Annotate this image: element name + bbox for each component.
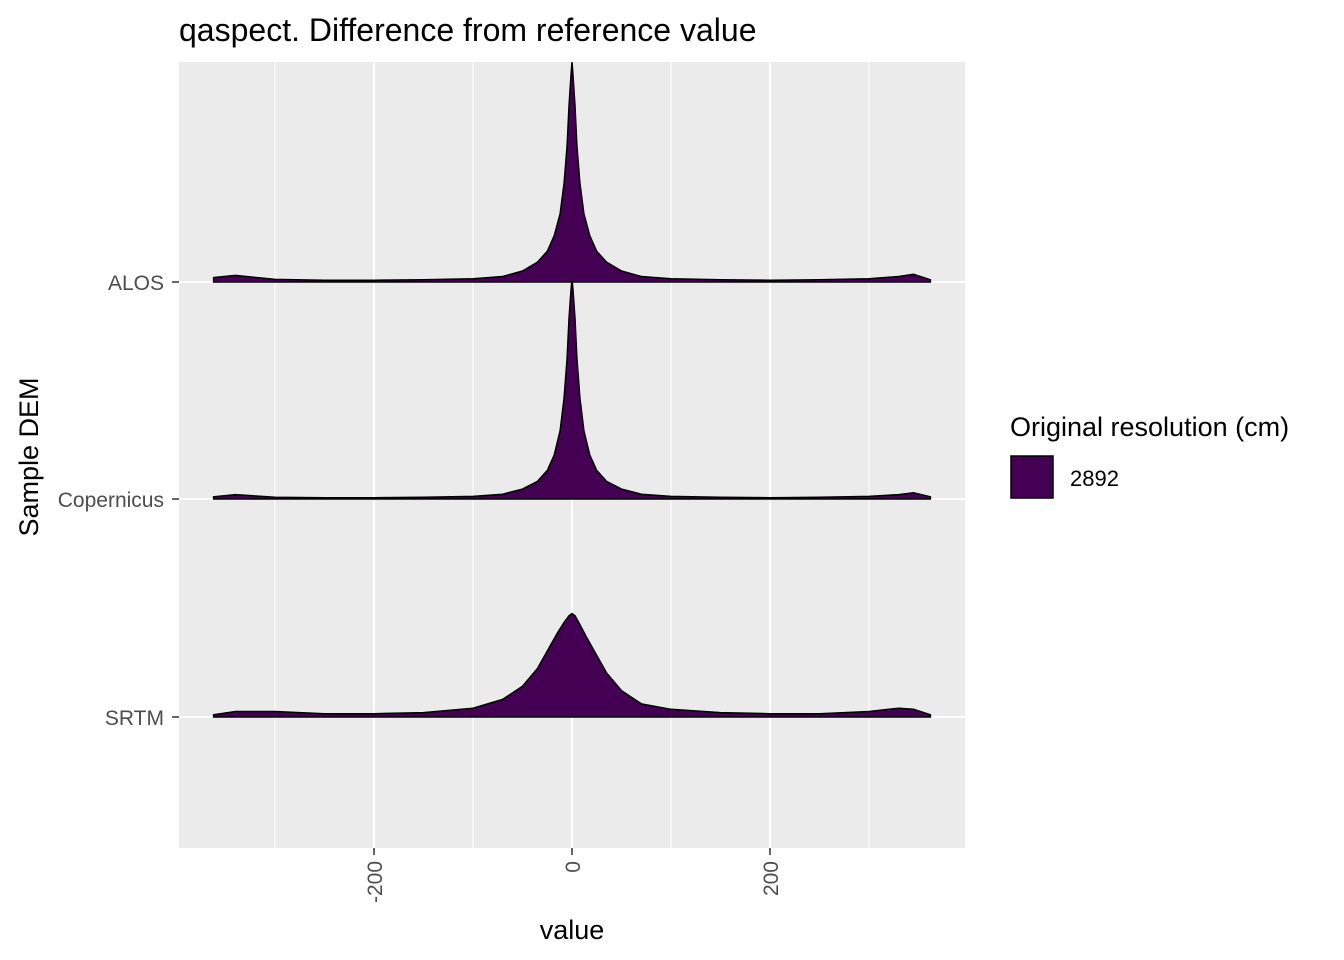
x-axis-label: value	[540, 915, 605, 945]
ridge-srtm	[212, 612, 932, 718]
y-tick-label: SRTM	[105, 707, 164, 730]
ridge-copernicus	[212, 278, 932, 500]
chart-title: qaspect. Difference from reference value	[179, 12, 756, 48]
ridge-alos	[212, 61, 932, 283]
y-axis: ALOS Copernicus SRTM	[58, 272, 179, 730]
y-axis-label: Sample DEM	[14, 377, 44, 536]
legend-label: 2892	[1070, 466, 1119, 491]
legend: Original resolution (cm) 2892	[1010, 412, 1289, 499]
x-axis: -200 0 200	[364, 848, 783, 903]
legend-key	[1010, 455, 1054, 499]
x-tick-label: 200	[760, 861, 783, 896]
legend-title: Original resolution (cm)	[1010, 412, 1289, 442]
y-tick-label: ALOS	[108, 272, 164, 295]
x-tick-label: -200	[364, 861, 387, 903]
density-ridges	[212, 61, 932, 718]
x-tick-label: 0	[562, 861, 585, 873]
y-tick-label: Copernicus	[58, 489, 164, 512]
